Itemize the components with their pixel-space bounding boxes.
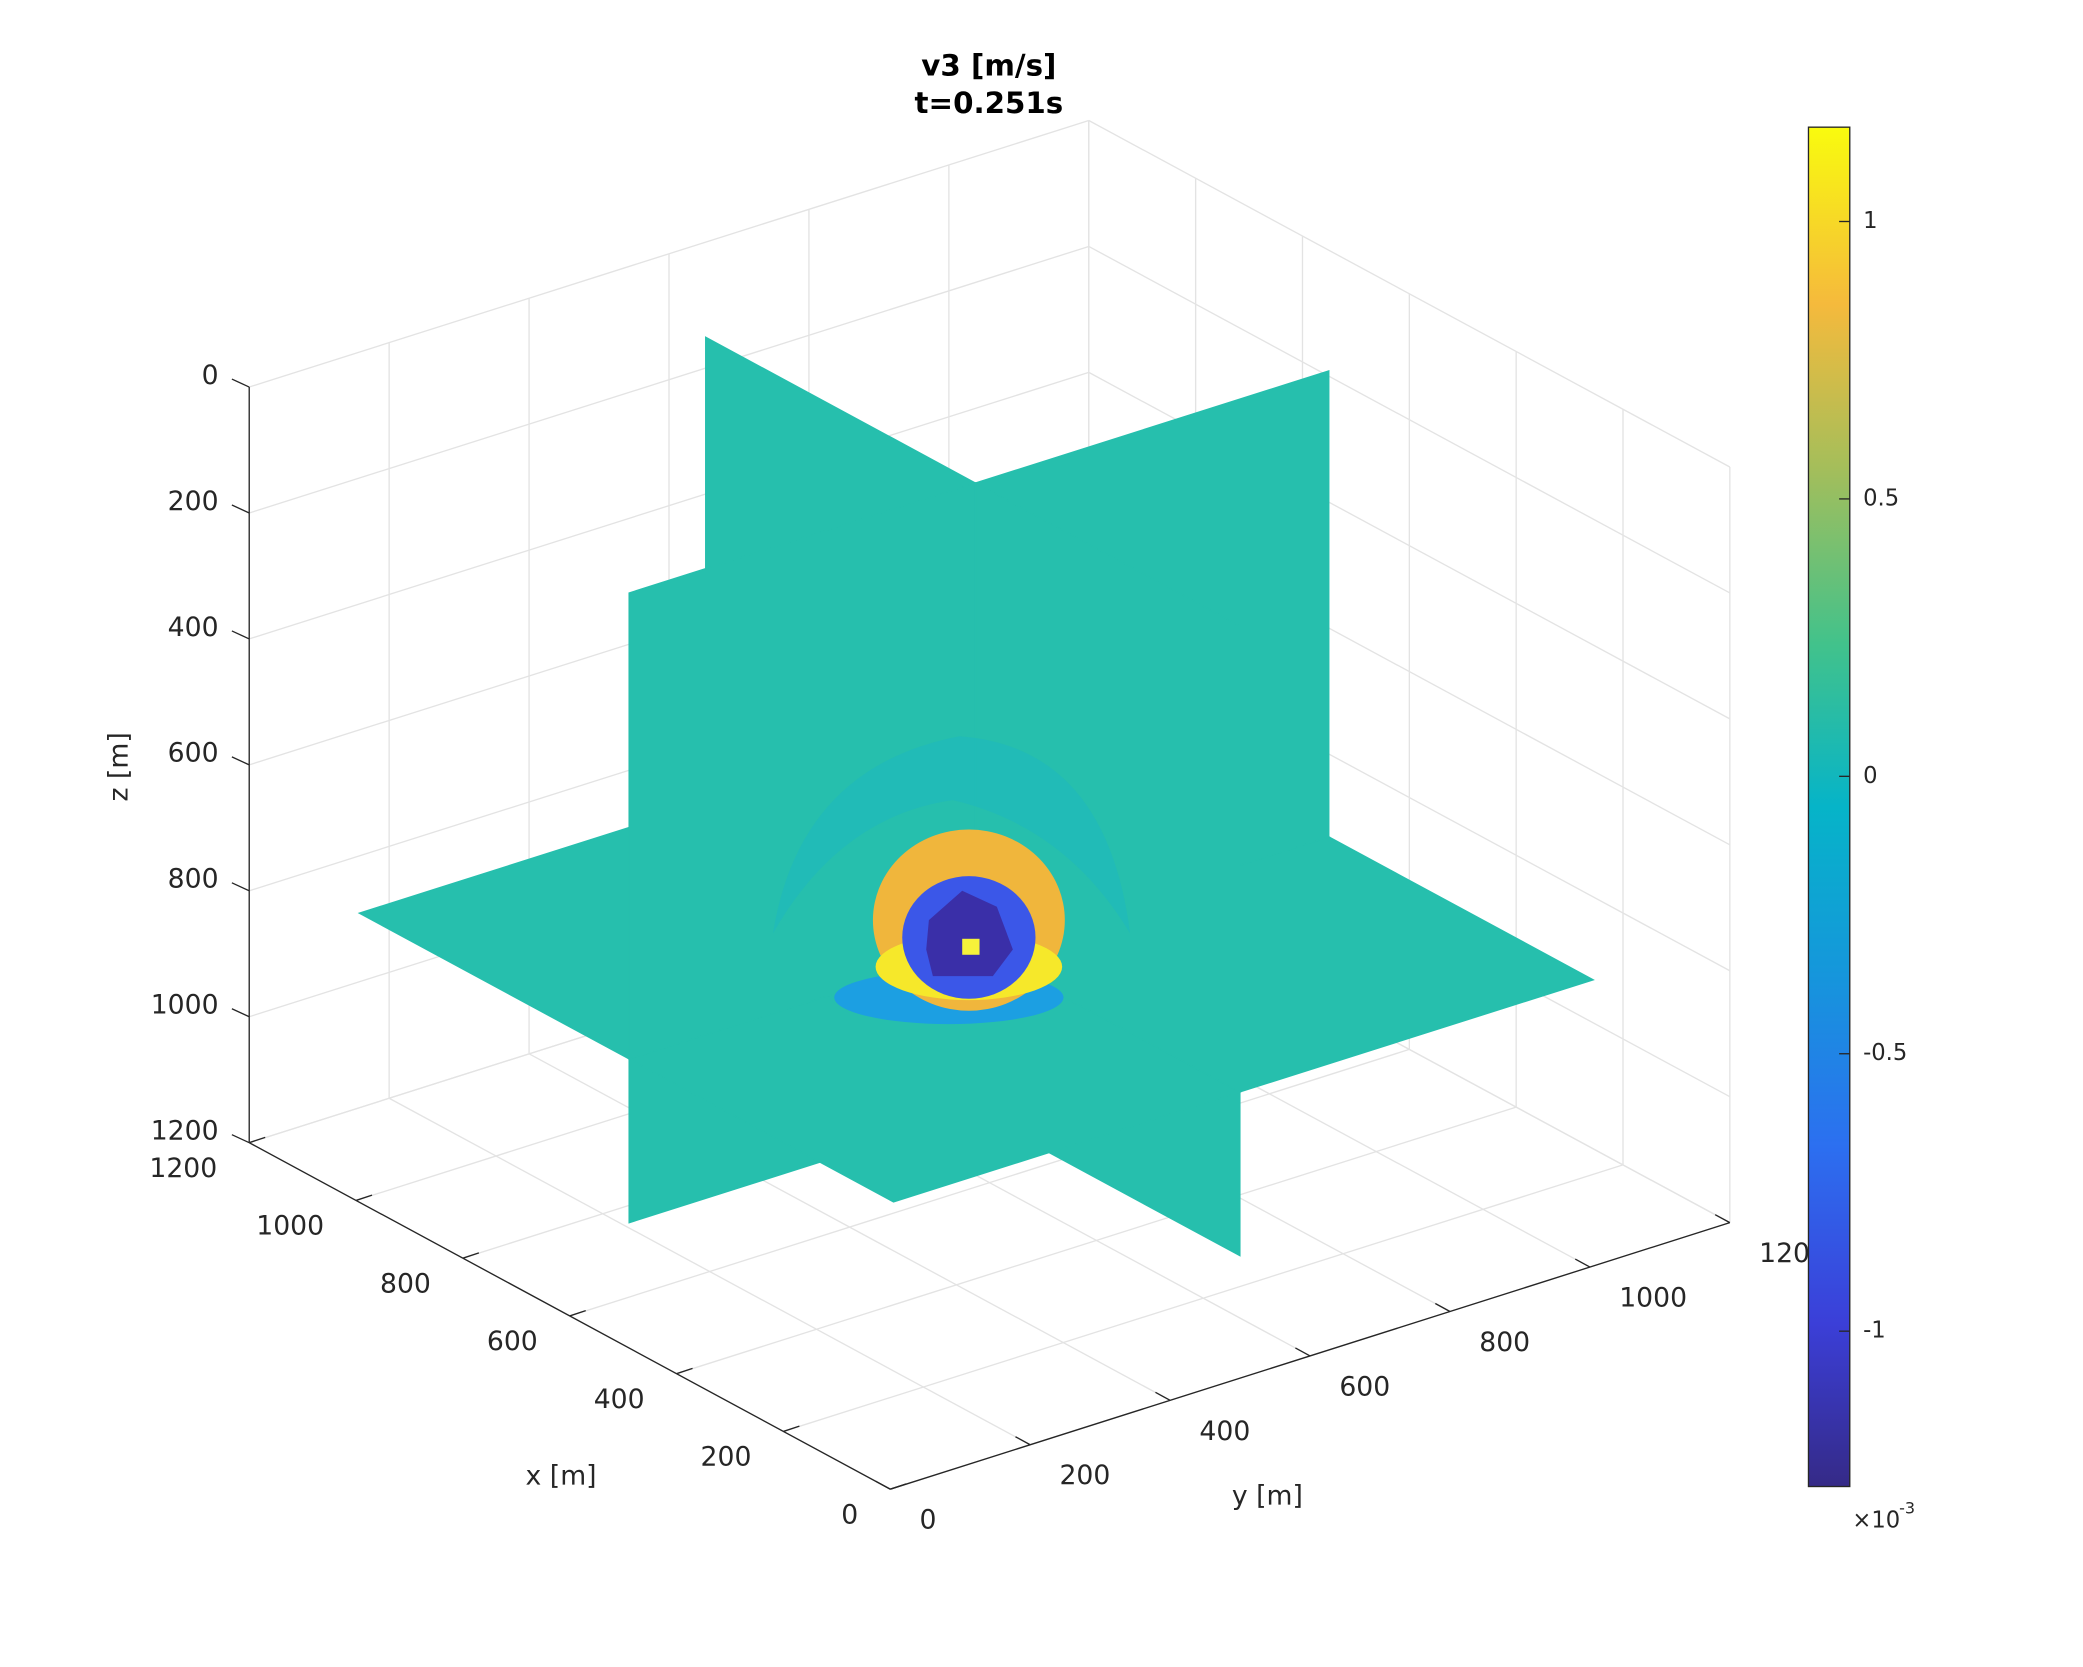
colorbar-tick-label: -0.5: [1863, 1040, 1907, 1066]
z-tick-label: 200: [168, 486, 219, 517]
x-tick-label: 800: [380, 1268, 431, 1299]
z-tick: [231, 756, 250, 766]
z-tick: [231, 1134, 250, 1144]
z-tick-label: 600: [168, 738, 219, 769]
colorbar-tick-label: -1: [1863, 1318, 1886, 1344]
y-tick-label: 0: [920, 1505, 937, 1536]
z-tick-label: 800: [168, 864, 219, 895]
y-tick-label: 1000: [1619, 1283, 1687, 1314]
z-tick-label: 1000: [151, 990, 219, 1021]
x-tick-label: 1200: [149, 1153, 217, 1184]
z-axis-label: z [m]: [103, 732, 134, 801]
wave-center: [962, 938, 980, 955]
z-tick: [231, 882, 250, 892]
y-tick: [1714, 1214, 1731, 1224]
x-tick: [249, 1136, 266, 1144]
z-tick-label: 1200: [151, 1116, 219, 1147]
y-tick: [1015, 1436, 1031, 1446]
y-tick: [1155, 1391, 1171, 1401]
colorbar-exponent: -3: [1899, 1499, 1915, 1518]
x-tick-label: 200: [701, 1442, 752, 1473]
colorbar-ticks: -1 -0.5 0 0.5 1: [1839, 208, 1907, 1344]
y-tick-label: 200: [1059, 1460, 1110, 1491]
wave-outer: [772, 736, 1131, 934]
y-axis-label: y [m]: [1232, 1481, 1303, 1512]
z-tick-label: 0: [202, 360, 219, 391]
y-tick: [1434, 1302, 1451, 1313]
x-axis-line: [248, 1142, 891, 1490]
x-axis-label: x [m]: [526, 1461, 597, 1492]
z-tick: [231, 630, 250, 640]
z-tick: [231, 378, 250, 388]
chart-title: v3 [m/s]: [921, 49, 1056, 83]
z-tick: [231, 504, 250, 514]
wavefield: [772, 736, 1131, 1025]
z-tick-label: 400: [168, 612, 219, 643]
z-tick: [231, 1008, 250, 1018]
colorbar-multiplier: ×10: [1852, 1508, 1900, 1534]
chart-subtitle: t=0.251s: [915, 86, 1064, 120]
x-tick-label: 600: [487, 1326, 538, 1357]
y-tick-label: 400: [1199, 1416, 1250, 1447]
y-tick: [1574, 1258, 1591, 1268]
x-tick: [676, 1367, 693, 1375]
colorbar-tick-label: 0: [1863, 763, 1877, 789]
colorbar: [1807, 126, 1851, 1488]
x-tick: [569, 1309, 586, 1317]
x-tick-label: 0: [841, 1499, 858, 1530]
x-tick: [355, 1194, 373, 1202]
y-axis-line: [890, 1222, 1731, 1490]
colorbar-tick-label: 1: [1863, 208, 1877, 234]
y-tick: [1295, 1347, 1311, 1357]
y-tick-label: 800: [1479, 1327, 1530, 1358]
colorbar-tick-label: 0.5: [1863, 485, 1899, 511]
x-tick: [783, 1425, 800, 1433]
y-tick-label: 600: [1339, 1371, 1390, 1402]
x-tick-label: 400: [594, 1384, 645, 1415]
x-tick: [462, 1252, 480, 1259]
grid-line: [388, 1097, 1031, 1446]
x-tick-label: 1000: [256, 1211, 324, 1242]
wave-core: [926, 890, 1013, 977]
